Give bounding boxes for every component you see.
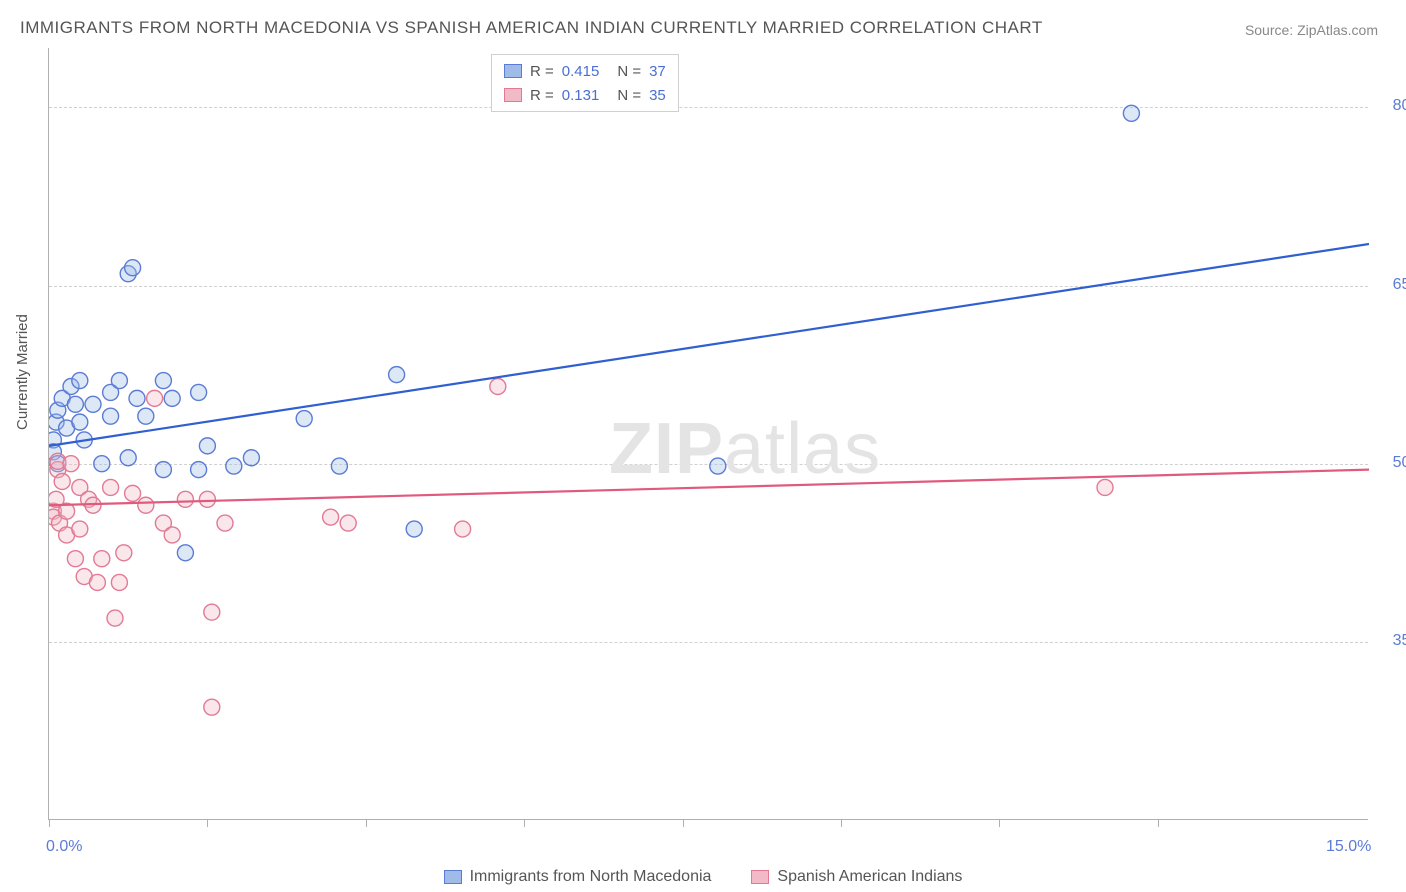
data-point: [199, 438, 215, 454]
data-point: [164, 527, 180, 543]
legend-correlation: R = 0.415 N = 37 R = 0.131 N = 35: [491, 54, 679, 112]
data-point: [455, 521, 471, 537]
legend-series-item: Immigrants from North Macedonia: [444, 868, 712, 886]
legend-n-value: 35: [649, 87, 666, 104]
data-point: [125, 260, 141, 276]
data-point: [177, 545, 193, 561]
source-label: Source:: [1245, 22, 1293, 38]
data-point: [54, 474, 70, 490]
y-tick-label: 65.0%: [1378, 276, 1406, 294]
data-point: [116, 545, 132, 561]
legend-r-value: 0.131: [562, 87, 600, 104]
y-tick-label: 35.0%: [1378, 632, 1406, 650]
data-point: [107, 610, 123, 626]
data-point: [243, 450, 259, 466]
x-tick: [366, 819, 367, 827]
data-point: [389, 367, 405, 383]
data-point: [710, 458, 726, 474]
legend-swatch: [751, 870, 769, 884]
data-point: [204, 604, 220, 620]
legend-swatch: [444, 870, 462, 884]
chart-svg: [49, 48, 1369, 820]
data-point: [296, 411, 312, 427]
data-point: [155, 373, 171, 389]
legend-correlation-row: R = 0.131 N = 35: [504, 83, 666, 107]
x-tick: [524, 819, 525, 827]
legend-swatch: [504, 88, 522, 102]
data-point: [89, 574, 105, 590]
legend-n-label: N =: [617, 87, 641, 104]
data-point: [147, 390, 163, 406]
source-value: ZipAtlas.com: [1297, 22, 1378, 38]
data-point: [340, 515, 356, 531]
data-point: [164, 390, 180, 406]
data-point: [129, 390, 145, 406]
data-point: [72, 373, 88, 389]
x-tick: [683, 819, 684, 827]
x-tick: [49, 819, 50, 827]
source-attribution: Source: ZipAtlas.com: [1245, 22, 1378, 38]
data-point: [67, 396, 83, 412]
legend-r-value: 0.415: [562, 63, 600, 80]
data-point: [1123, 105, 1139, 121]
data-point: [63, 456, 79, 472]
data-point: [111, 373, 127, 389]
data-point: [138, 408, 154, 424]
trend-line: [49, 470, 1369, 506]
data-point: [94, 551, 110, 567]
data-point: [67, 551, 83, 567]
data-point: [103, 408, 119, 424]
data-point: [226, 458, 242, 474]
legend-series: Immigrants from North Macedonia Spanish A…: [0, 868, 1406, 886]
legend-correlation-row: R = 0.415 N = 37: [504, 59, 666, 83]
data-point: [125, 485, 141, 501]
legend-series-label: Spanish American Indians: [777, 868, 962, 886]
legend-n-label: N =: [617, 63, 641, 80]
data-point: [204, 699, 220, 715]
legend-series-item: Spanish American Indians: [751, 868, 962, 886]
data-point: [94, 456, 110, 472]
x-tick: [207, 819, 208, 827]
data-point: [217, 515, 233, 531]
data-point: [191, 462, 207, 478]
x-tick: [841, 819, 842, 827]
x-axis-max-label: 15.0%: [1326, 838, 1371, 856]
x-tick: [1158, 819, 1159, 827]
data-point: [199, 491, 215, 507]
chart-title: IMMIGRANTS FROM NORTH MACEDONIA VS SPANI…: [20, 18, 1043, 38]
y-tick-label: 50.0%: [1378, 454, 1406, 472]
data-point: [490, 378, 506, 394]
data-point: [191, 384, 207, 400]
data-point: [103, 479, 119, 495]
y-tick-label: 80.0%: [1378, 97, 1406, 115]
data-point: [177, 491, 193, 507]
legend-r-label: R =: [530, 87, 554, 104]
data-point: [111, 574, 127, 590]
data-point: [323, 509, 339, 525]
data-point: [138, 497, 154, 513]
data-point: [1097, 479, 1113, 495]
data-point: [406, 521, 422, 537]
legend-series-label: Immigrants from North Macedonia: [470, 868, 712, 886]
legend-swatch: [504, 64, 522, 78]
legend-r-label: R =: [530, 63, 554, 80]
y-axis-label: Currently Married: [14, 314, 31, 430]
data-point: [120, 450, 136, 466]
data-point: [331, 458, 347, 474]
data-point: [85, 396, 101, 412]
x-tick: [999, 819, 1000, 827]
data-point: [155, 462, 171, 478]
data-point: [72, 414, 88, 430]
trend-line: [49, 244, 1369, 446]
x-axis-min-label: 0.0%: [46, 838, 82, 856]
plot-area: ZIPatlas R = 0.415N = 37R = 0.131N = 35 …: [48, 48, 1368, 820]
data-point: [72, 521, 88, 537]
legend-n-value: 37: [649, 63, 666, 80]
